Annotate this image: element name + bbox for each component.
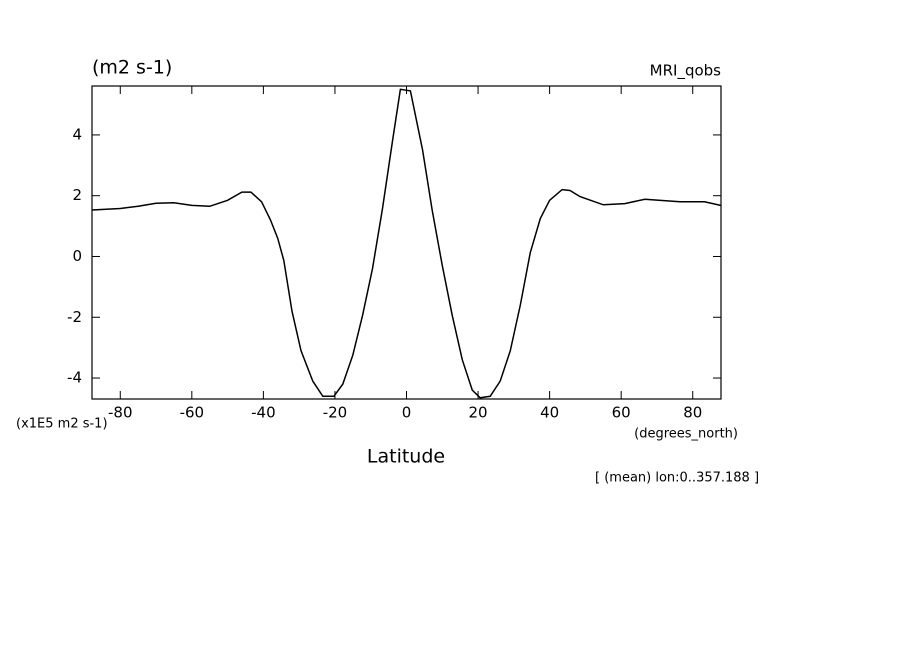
y-tick-label: -4 xyxy=(67,369,82,387)
data-line xyxy=(91,88,721,399)
x-tick-label: 40 xyxy=(540,404,559,422)
annotation: [ (mean) lon:0..357.188 ] xyxy=(595,471,759,486)
y-tick-label: 0 xyxy=(72,247,82,265)
x-tick-label: -40 xyxy=(251,404,276,422)
y-scale-label: (x1E5 m2 s-1) xyxy=(16,417,108,432)
x-tick-label: 60 xyxy=(612,404,631,422)
plot-frame xyxy=(91,85,722,400)
y-tick-label: -2 xyxy=(67,308,82,326)
x-unit-label: (degrees_north) xyxy=(634,427,738,442)
chart-title: (m2 s-1) xyxy=(92,57,172,79)
x-tick-label: 0 xyxy=(402,404,412,422)
chart-subtitle: MRI_qobs xyxy=(650,62,722,81)
x-tick-label: 20 xyxy=(469,404,488,422)
x-tick-label: -20 xyxy=(323,404,348,422)
x-tick-label: -80 xyxy=(108,404,133,422)
x-tick-label: -60 xyxy=(180,404,205,422)
x-tick-label: 80 xyxy=(683,404,702,422)
y-tick-label: 4 xyxy=(72,125,82,143)
x-axis-title: Latitude xyxy=(367,446,445,468)
y-tick-label: 2 xyxy=(72,186,82,204)
